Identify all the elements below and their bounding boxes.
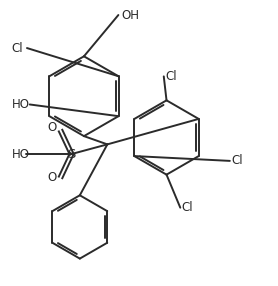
Text: HO: HO <box>12 148 30 160</box>
Text: Cl: Cl <box>12 41 23 55</box>
Text: O: O <box>48 171 57 184</box>
Text: OH: OH <box>121 9 139 21</box>
Text: Cl: Cl <box>182 201 193 214</box>
Text: S: S <box>67 148 75 161</box>
Text: HO: HO <box>12 98 30 111</box>
Text: Cl: Cl <box>231 154 243 167</box>
Text: O: O <box>48 121 57 134</box>
Text: Cl: Cl <box>165 70 177 83</box>
